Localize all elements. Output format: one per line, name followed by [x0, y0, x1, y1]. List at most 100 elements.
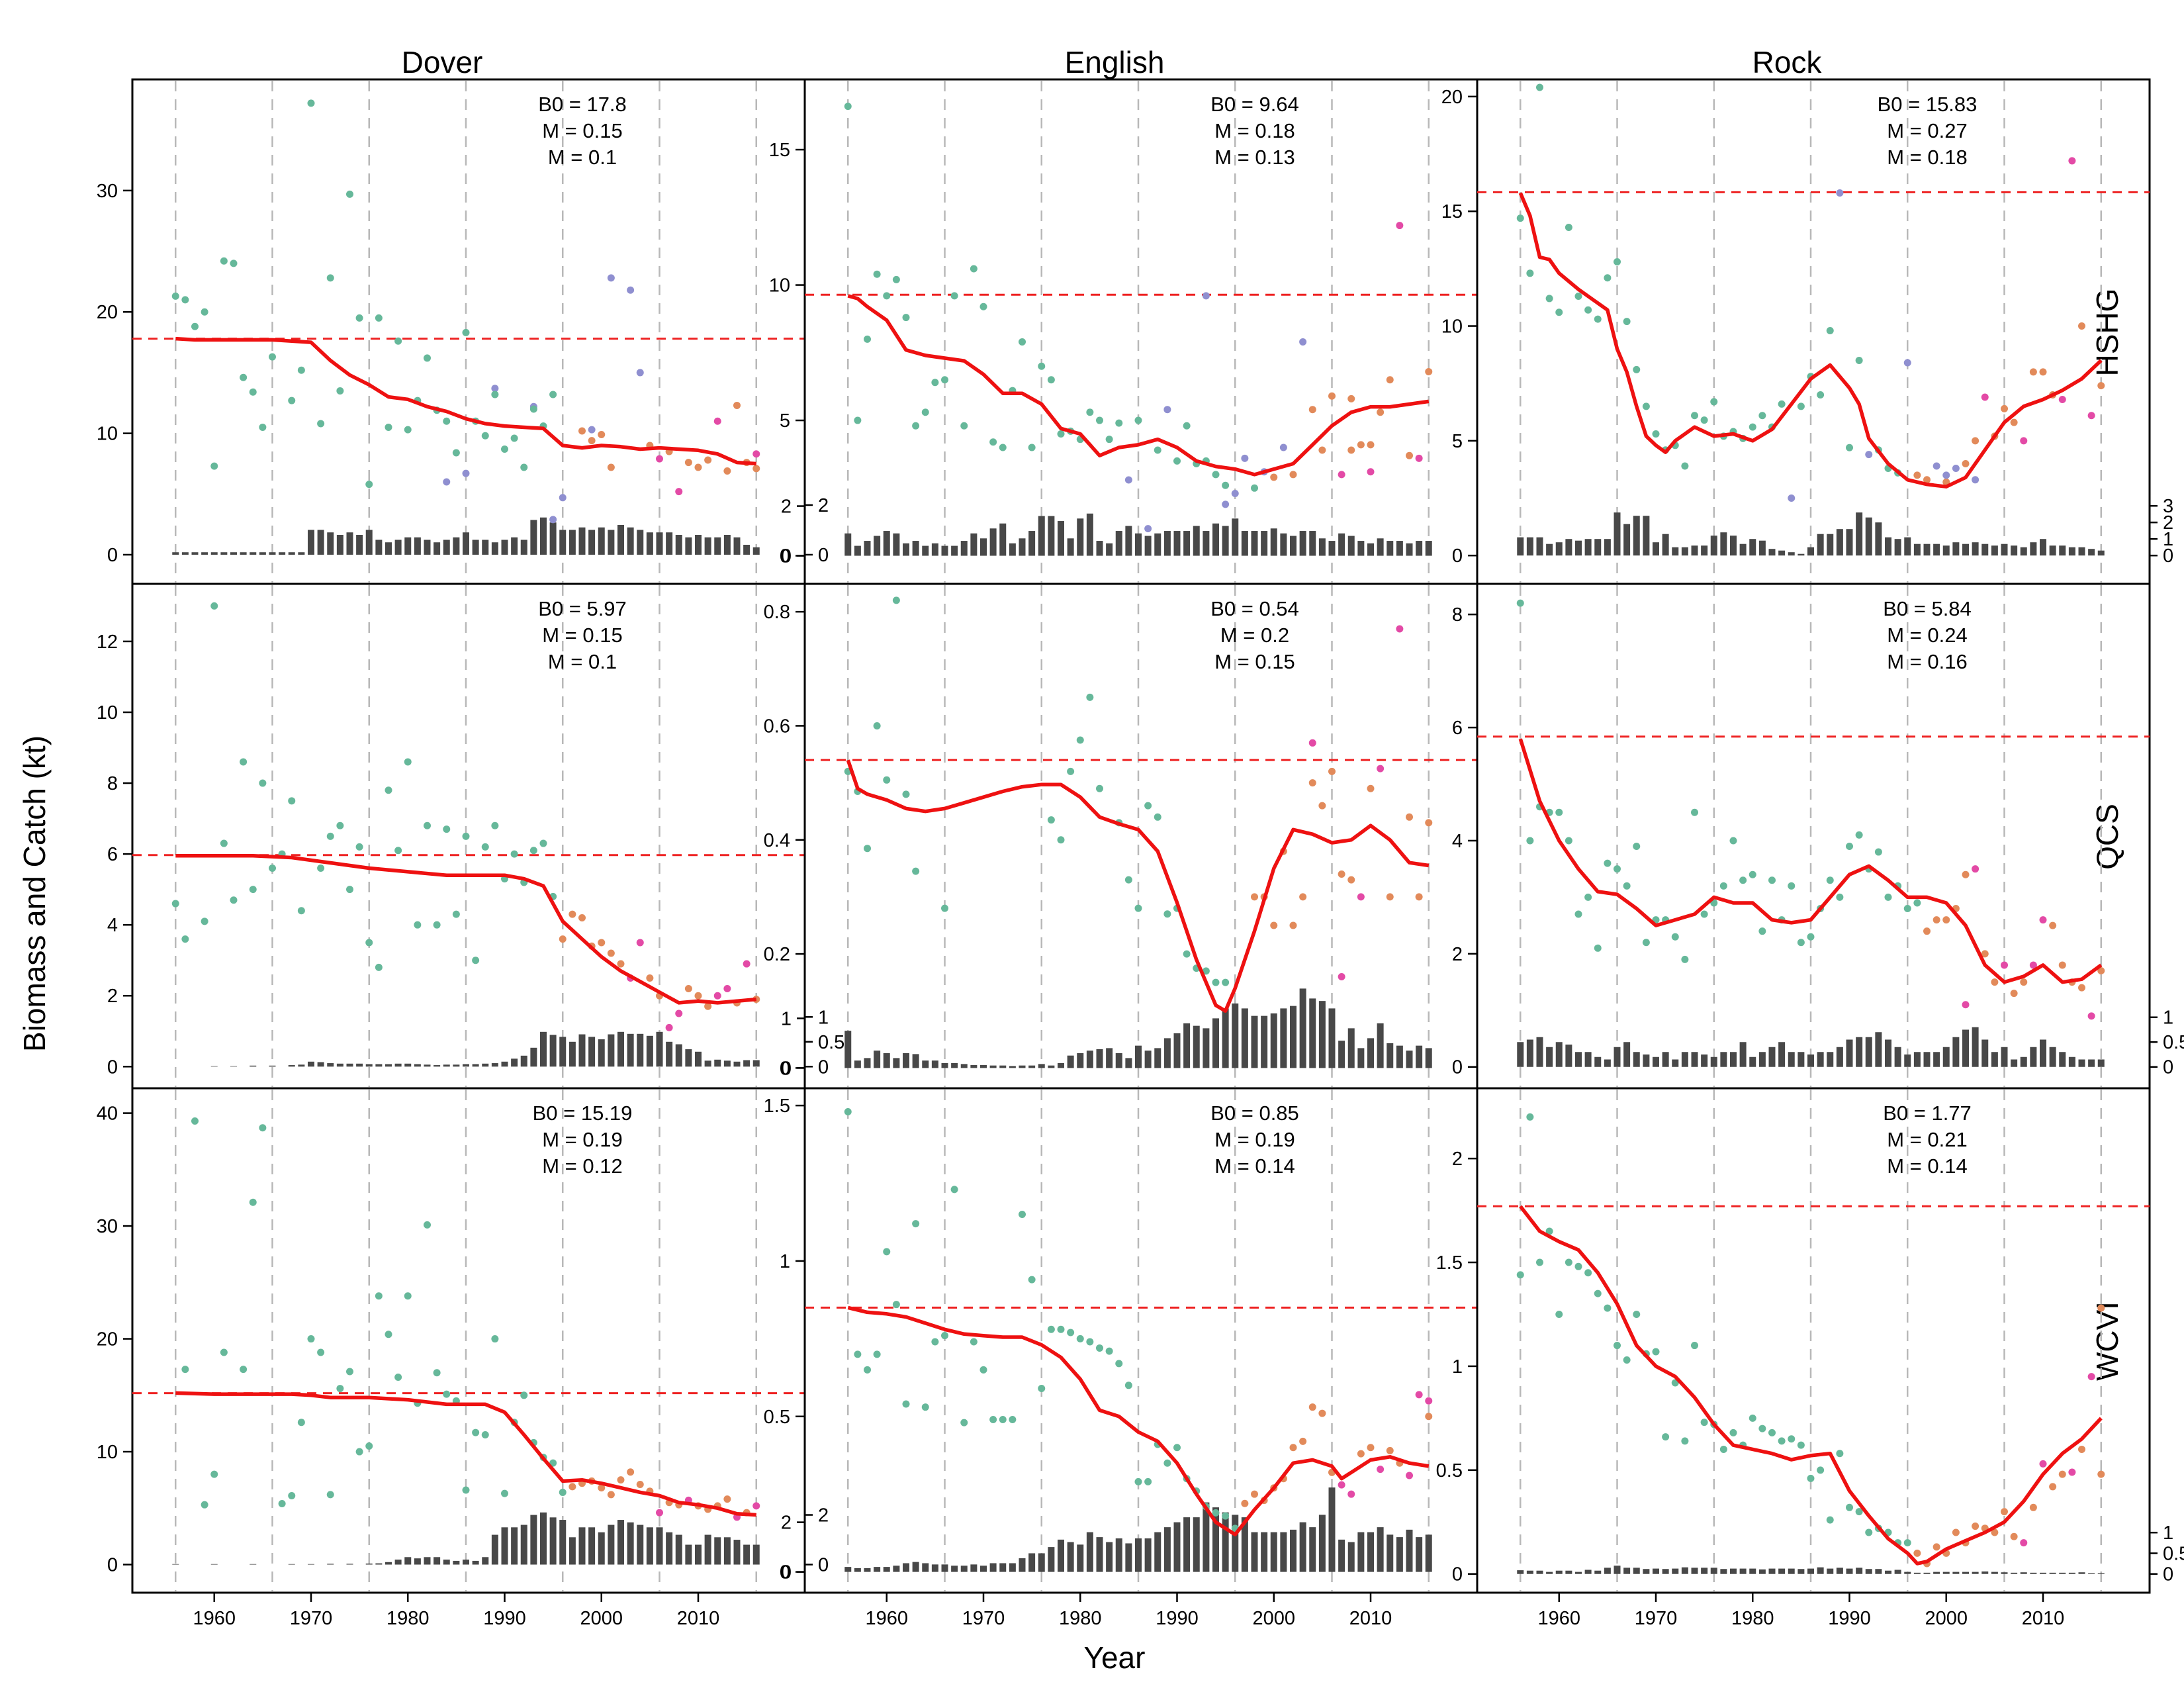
survey-point-1974 [1691, 412, 1698, 420]
catch-bar-1989 [1836, 529, 1843, 556]
catch-bar-2001 [1952, 1037, 1960, 1067]
catch-bar-1980 [1749, 1056, 1756, 1067]
catch-bar-1999 [1933, 543, 1940, 556]
annotation-line-1: B0 = 0.85 [1210, 1102, 1299, 1125]
catch-axis: 02 [781, 1513, 805, 1583]
survey-point-1971 [1662, 1433, 1670, 1441]
survey-point-2009 [1357, 1450, 1365, 1458]
catch-bar-1999 [588, 1037, 596, 1067]
survey-point-1985 [1797, 939, 1805, 947]
catch-tick-label: 2 [781, 496, 792, 518]
catch-bar-2015 [743, 1544, 751, 1565]
panel-rock-wcvi: 00.511.5219601970198019902000201000.51B0… [1436, 1087, 2184, 1629]
survey-point-1992 [520, 463, 528, 471]
survey-point-1973 [1681, 1437, 1689, 1445]
survey-point-2015 [743, 960, 751, 968]
survey-point-1964 [1594, 944, 1602, 952]
catch-bar-1964 [1594, 1570, 1602, 1574]
survey-point-1969 [970, 1338, 978, 1346]
survey-point-2003 [1972, 476, 1979, 484]
survey-point-1965 [1604, 274, 1612, 282]
survey-point-2005 [646, 974, 654, 982]
survey-point-1968 [960, 422, 968, 430]
survey-point-2013 [723, 467, 731, 475]
survey-point-1963 [912, 1220, 920, 1228]
survey-point-1982 [1096, 784, 1103, 792]
survey-point-1962 [230, 896, 238, 904]
y-tick-label: 40 [97, 1103, 118, 1125]
y-tick-label: 20 [1441, 87, 1463, 108]
catch-bar-1978 [1730, 1568, 1737, 1574]
catch-bar-2012 [2059, 1052, 2066, 1067]
survey-point-1958 [864, 335, 871, 343]
y-tick-label: 2 [1452, 1149, 1463, 1170]
catch-bar-2013 [723, 1060, 731, 1067]
catch-bar-1962 [230, 552, 237, 555]
survey-point-1973 [336, 387, 344, 395]
survey-point-1986 [462, 1486, 470, 1494]
catch-bar-1989 [1163, 1038, 1171, 1068]
row-title-wcvi: WCVI [2090, 1301, 2124, 1381]
y-tick-label: 15 [769, 140, 790, 161]
y-tick-label: 0 [107, 1056, 118, 1078]
y-tick-label: 0.5 [764, 1407, 790, 1428]
survey-point-2004 [1308, 779, 1316, 787]
catch-bar-1997 [569, 530, 576, 555]
catch-bar-2002 [1962, 1571, 1969, 1574]
catch-bar-1963 [1584, 539, 1592, 556]
catch-bar-1969 [1643, 1054, 1650, 1067]
catch-bar-1978 [1058, 1062, 1064, 1068]
catch-bar-1964 [922, 1060, 929, 1068]
catch-bar-1983 [1106, 543, 1113, 556]
catch-bar-1980 [1077, 1053, 1084, 1068]
x-tick-label: 1970 [962, 1608, 1005, 1629]
survey-point-1973 [336, 1385, 344, 1393]
survey-point-2014 [2078, 322, 2085, 330]
catch-bar-1968 [288, 1065, 295, 1067]
survey-point-2001 [607, 1491, 615, 1499]
survey-point-2003 [1972, 865, 1979, 873]
catch-bar-2010 [2040, 1572, 2046, 1574]
catch-bar-1960 [883, 1053, 890, 1068]
annotation-line-3: M = 0.1 [548, 146, 617, 169]
survey-point-2012 [1386, 893, 1394, 901]
catch-bar-1963 [1584, 1570, 1592, 1574]
y-tick-label: 10 [1441, 316, 1463, 338]
survey-point-2015 [1415, 1391, 1423, 1399]
catch-bar-2003 [1972, 542, 1979, 556]
survey-point-1996 [559, 1488, 567, 1496]
catch-bar-2006 [2001, 543, 2008, 556]
survey-point-2001 [607, 463, 615, 471]
y-tick-label: 4 [107, 915, 118, 936]
survey-point-2014 [2078, 984, 2085, 992]
catch-bar-1985 [1125, 526, 1132, 556]
catch-bar-1992 [1865, 1037, 1872, 1067]
catch-bar-1988 [482, 1557, 489, 1565]
catch-bar-1957 [1526, 537, 1533, 556]
survey-point-2015 [2087, 1012, 2095, 1020]
catch-bar-2008 [2020, 547, 2027, 556]
survey-point-1989 [491, 385, 499, 393]
survey-point-1962 [902, 314, 910, 322]
survey-point-2014 [1406, 813, 1413, 821]
survey-point-2012 [2058, 395, 2066, 403]
survey-point-1968 [288, 1492, 296, 1500]
survey-point-1960 [210, 1470, 218, 1478]
survey-point-1993 [529, 405, 537, 413]
catch-bar-2016 [2097, 550, 2105, 556]
catch-bar-1989 [491, 542, 498, 555]
catch-bar-1993 [1203, 1502, 1210, 1572]
catch-bar-1980 [1077, 1544, 1084, 1572]
survey-point-2010 [1367, 468, 1375, 476]
catch-bar-1970 [308, 530, 314, 555]
survey-point-1960 [210, 602, 218, 610]
catch-bar-1961 [893, 1566, 900, 1572]
survey-point-1981 [1758, 927, 1766, 935]
catch-bar-2007 [1338, 1041, 1345, 1068]
survey-point-1997 [569, 1483, 576, 1491]
x-axis-label: Year [1084, 1640, 1146, 1675]
panel-frame [803, 1087, 1479, 1594]
survey-point-1960 [883, 1248, 891, 1256]
survey-point-1994 [1212, 1509, 1220, 1517]
catch-tick-label: 0 [781, 546, 792, 567]
